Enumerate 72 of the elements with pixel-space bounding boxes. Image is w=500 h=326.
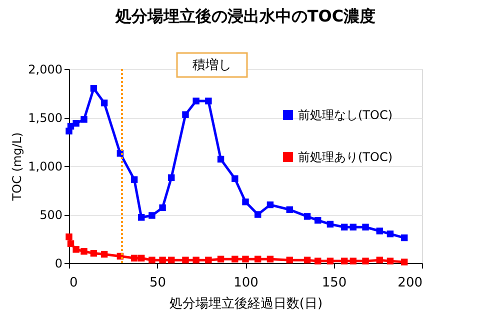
point: [138, 254, 145, 262]
point: [314, 258, 322, 264]
y-tick-label: 500: [40, 208, 62, 222]
point: [304, 213, 311, 220]
point: [192, 98, 200, 104]
x-tick-label: 0: [70, 276, 78, 290]
point: [67, 240, 74, 247]
x-axis-title: 処分場埋立後経過日数(日): [169, 296, 323, 312]
x-tick-label: 200: [398, 276, 422, 290]
point: [217, 256, 224, 262]
x-tick-label: 100: [234, 276, 258, 290]
x-tick-label: 50: [149, 276, 166, 290]
point: [168, 256, 175, 264]
x-tick-label: 150: [322, 276, 347, 290]
point: [326, 258, 334, 264]
y-tick-label: 1,500: [28, 111, 62, 125]
point: [254, 256, 262, 262]
point: [232, 175, 238, 182]
legend-label: 前処理あり(TOC): [298, 150, 393, 164]
point: [80, 248, 88, 255]
y-axis-title: TOC (mg/L): [10, 132, 24, 202]
point: [72, 120, 80, 127]
point: [205, 98, 212, 104]
point: [350, 258, 357, 264]
point: [350, 224, 357, 230]
point: [314, 216, 322, 224]
point: [232, 256, 238, 262]
point: [159, 256, 166, 264]
point: [242, 256, 249, 262]
point: [266, 201, 274, 208]
y-tick-label: 2,000: [28, 62, 62, 76]
point: [242, 198, 249, 206]
point: [400, 234, 408, 242]
chart-title: 処分場埋立後の浸出水中のTOC濃度: [114, 6, 376, 26]
point: [182, 111, 189, 118]
point: [90, 250, 98, 257]
point: [286, 206, 293, 214]
point: [340, 258, 348, 264]
point: [340, 224, 348, 230]
point: [168, 174, 175, 181]
point: [376, 256, 383, 264]
y-tick-label: 1,000: [28, 160, 62, 174]
point: [72, 246, 80, 253]
point: [326, 220, 334, 228]
point: [266, 256, 274, 262]
point: [254, 211, 262, 218]
point: [362, 224, 369, 230]
point: [304, 256, 311, 264]
point: [138, 214, 145, 221]
point: [217, 156, 224, 163]
point: [386, 230, 394, 238]
point: [286, 256, 293, 264]
point: [205, 256, 212, 264]
y-tick-label: 0: [54, 256, 62, 270]
point: [362, 258, 369, 264]
point: [66, 233, 72, 240]
point: [100, 100, 108, 106]
point: [90, 85, 98, 92]
point: [182, 256, 189, 264]
legend-label: 前処理なし(TOC): [298, 108, 393, 122]
point: [130, 176, 138, 183]
point: [148, 212, 156, 219]
point: [386, 258, 394, 264]
point: [376, 228, 383, 234]
point: [400, 258, 408, 266]
annotation: 積増し: [192, 57, 232, 73]
point: [159, 204, 166, 212]
point: [80, 116, 88, 123]
point: [192, 256, 200, 264]
point: [100, 250, 108, 258]
point: [130, 254, 138, 262]
point: [148, 256, 156, 264]
